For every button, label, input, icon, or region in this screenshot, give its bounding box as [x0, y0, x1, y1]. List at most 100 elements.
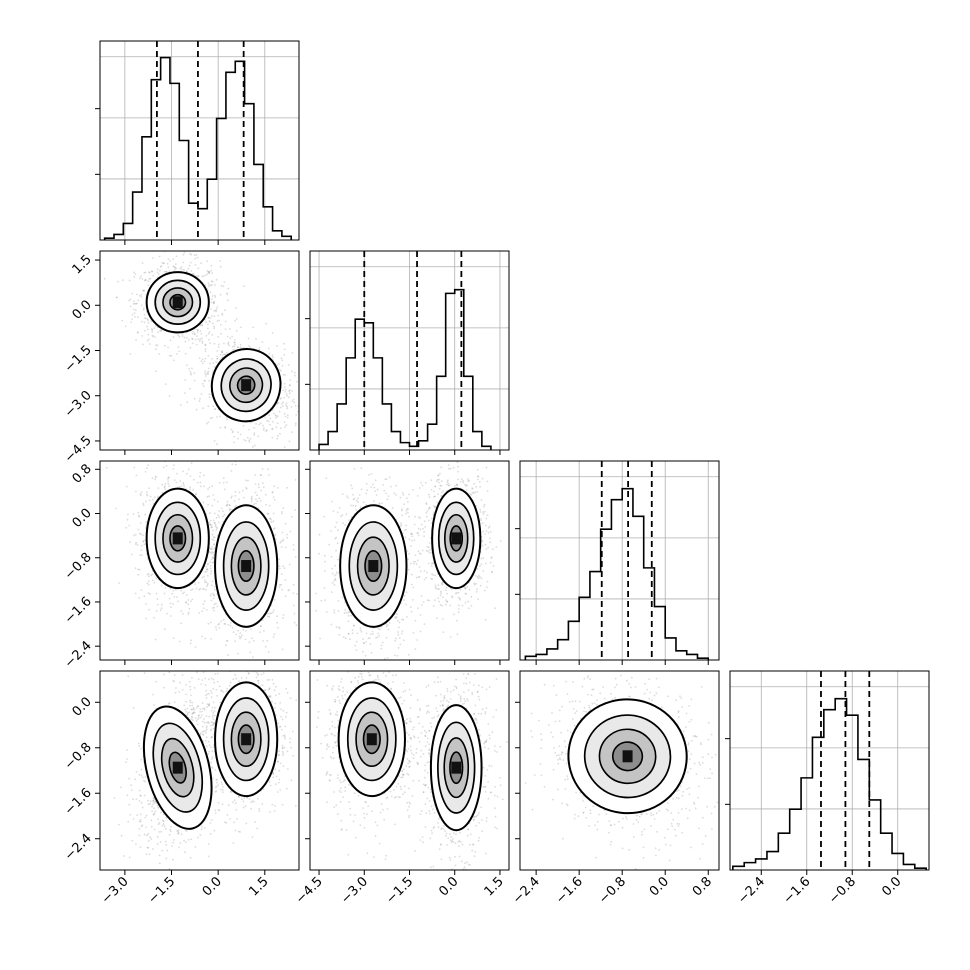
- scatter-point: [155, 577, 158, 580]
- scatter-point: [259, 422, 262, 425]
- scatter-point: [238, 498, 241, 501]
- scatter-point: [235, 329, 238, 332]
- scatter-point: [283, 354, 286, 356]
- scatter-point: [430, 565, 433, 567]
- scatter-point: [271, 436, 274, 439]
- scatter-point: [182, 261, 185, 264]
- histogram-bin: [179, 141, 188, 241]
- scatter-point: [365, 482, 368, 485]
- histogram-bin: [437, 376, 446, 450]
- scatter-point: [343, 661, 345, 663]
- scatter-point: [169, 615, 172, 617]
- scatter-point: [231, 495, 233, 498]
- scatter-point: [214, 408, 217, 411]
- scatter-point: [267, 420, 270, 422]
- scatter-point: [216, 500, 219, 503]
- scatter-point: [227, 654, 229, 657]
- scatter-point: [204, 350, 207, 353]
- scatter-point: [226, 639, 229, 642]
- scatter-point: [222, 515, 224, 518]
- scatter-point: [212, 594, 215, 596]
- scatter-point: [366, 489, 369, 492]
- density-group: [105, 454, 304, 666]
- scatter-point: [172, 258, 174, 261]
- panel-pair-3-2: [305, 460, 510, 668]
- scatter-point: [334, 578, 337, 581]
- scatter-point: [367, 637, 370, 640]
- scatter-point: [167, 482, 170, 485]
- scatter-point: [201, 324, 204, 327]
- scatter-point: [434, 495, 436, 498]
- scatter-point: [381, 661, 383, 663]
- scatter-point: [193, 379, 196, 382]
- scatter-point: [395, 637, 397, 640]
- scatter-point: [284, 391, 287, 393]
- scatter-point: [421, 549, 424, 552]
- scatter-point: [268, 474, 270, 476]
- scatter-point: [385, 623, 388, 625]
- scatter-point: [186, 472, 188, 475]
- scatter-point: [206, 574, 209, 577]
- scatter-point: [403, 594, 406, 597]
- histogram-bin: [161, 58, 170, 240]
- scatter-point: [158, 255, 161, 258]
- scatter-point: [178, 335, 181, 338]
- scatter-point: [192, 478, 195, 481]
- scatter-point: [143, 595, 146, 598]
- scatter-point: [199, 338, 202, 341]
- scatter-point: [286, 536, 289, 539]
- scatter-point: [166, 454, 168, 456]
- scatter-point: [473, 482, 476, 485]
- scatter-point: [292, 548, 295, 551]
- scatter-point: [187, 468, 190, 471]
- scatter-point: [413, 539, 416, 541]
- scatter-point: [442, 631, 445, 633]
- scatter-point: [197, 267, 200, 270]
- scatter-point: [492, 565, 495, 567]
- scatter-point: [203, 474, 205, 477]
- scatter-point: [156, 344, 159, 347]
- scatter-point: [302, 596, 304, 598]
- scatter-point: [218, 319, 221, 322]
- scatter-point: [191, 367, 193, 370]
- scatter-point: [370, 666, 372, 668]
- scatter-point: [295, 624, 298, 627]
- scatter-point: [287, 396, 290, 399]
- scatter-point: [484, 618, 487, 621]
- scatter-point: [284, 595, 287, 598]
- histogram-bin: [133, 192, 142, 240]
- scatter-point: [405, 603, 407, 606]
- scatter-point: [169, 339, 172, 342]
- scatter-point: [393, 492, 396, 494]
- scatter-point: [261, 341, 264, 344]
- scatter-point: [260, 489, 263, 492]
- scatter-point: [221, 312, 224, 315]
- scatter-point: [215, 310, 218, 313]
- scatter-point: [254, 664, 256, 666]
- scatter-point: [129, 353, 132, 355]
- scatter-point: [414, 560, 417, 563]
- scatter-point: [137, 568, 140, 571]
- scatter-point: [476, 475, 479, 478]
- scatter-point: [202, 501, 205, 504]
- scatter-point: [357, 497, 359, 500]
- scatter-point: [190, 373, 192, 376]
- scatter-point: [159, 609, 162, 612]
- scatter-point: [205, 334, 208, 337]
- scatter-point: [219, 260, 222, 262]
- scatter-point: [206, 563, 209, 566]
- scatter-point: [224, 353, 226, 356]
- scatter-point: [341, 493, 344, 495]
- scatter-point: [235, 454, 237, 456]
- scatter-point: [210, 524, 213, 527]
- scatter-point: [273, 485, 275, 488]
- scatter-point: [215, 602, 217, 605]
- scatter-point: [259, 499, 262, 502]
- scatter-point: [250, 497, 253, 500]
- scatter-point: [282, 342, 285, 345]
- scatter-point: [224, 320, 227, 323]
- scatter-point: [147, 592, 150, 594]
- scatter-point: [153, 581, 156, 584]
- scatter-point: [385, 478, 388, 480]
- scatter-point: [211, 334, 214, 336]
